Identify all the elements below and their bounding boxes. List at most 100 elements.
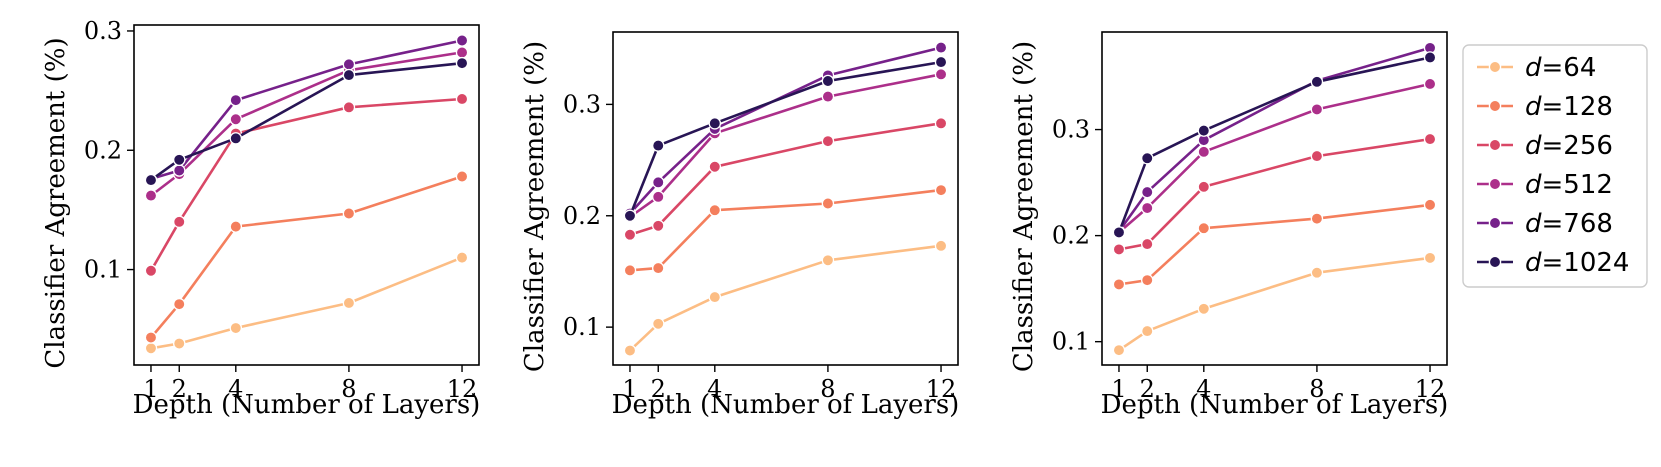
data-point <box>1197 145 1211 159</box>
data-point <box>934 41 948 54</box>
legend-entry: d=128 <box>1477 92 1613 122</box>
x-tick-label: 2 <box>651 375 666 403</box>
x-tick-label: 2 <box>1140 375 1155 403</box>
data-point <box>1197 221 1211 235</box>
data-point <box>1140 324 1154 338</box>
x-tick-label: 1 <box>1111 375 1126 403</box>
legend-variable: d <box>1525 170 1542 200</box>
data-point <box>455 56 469 70</box>
data-point <box>342 68 356 82</box>
data-point <box>1310 212 1324 225</box>
data-point <box>623 344 637 357</box>
series-line <box>629 188 942 272</box>
legend-variable: d <box>1525 92 1542 122</box>
data-point <box>144 342 158 355</box>
legend-marker <box>1488 138 1502 152</box>
series-line <box>1118 137 1431 251</box>
series-line <box>1117 46 1431 233</box>
data-point <box>623 228 637 241</box>
legend-entry: d=768 <box>1477 209 1613 239</box>
data-point <box>821 197 835 210</box>
y-tick-label: 0.1 <box>563 313 601 341</box>
legend-variable: d <box>1525 53 1542 83</box>
data-point <box>229 220 243 233</box>
data-point <box>342 296 356 310</box>
data-point <box>455 46 469 59</box>
series-line <box>150 61 463 182</box>
y-tick-label: 0.2 <box>1052 222 1090 250</box>
data-point <box>1423 77 1437 91</box>
plot-frame <box>133 24 480 366</box>
x-tick-label: 1 <box>622 375 637 403</box>
data-point <box>821 134 835 148</box>
data-point <box>455 34 469 47</box>
data-point <box>821 74 835 88</box>
data-point <box>1423 251 1437 265</box>
legend-value: =128 <box>1542 92 1613 122</box>
data-point <box>1423 132 1437 146</box>
data-point <box>1140 151 1154 165</box>
series-line <box>1118 256 1431 352</box>
data-point <box>1140 185 1154 199</box>
data-point <box>229 132 243 145</box>
x-tick-label: 12 <box>447 375 478 403</box>
data-point <box>172 297 186 311</box>
data-point <box>934 55 948 69</box>
y-axis-label: Classifier Agreement (%) <box>41 37 71 368</box>
series-line <box>629 244 942 352</box>
x-tick-label: 4 <box>1196 375 1211 403</box>
data-point <box>1197 302 1211 316</box>
data-point <box>144 331 158 344</box>
data-point <box>1197 124 1211 137</box>
series-line <box>150 39 463 181</box>
y-axis-label: Classifier Agreement (%) <box>520 41 550 372</box>
chart-panel-1: 1 2 4 8 12 0.1 0.2 0.3 Depth (Number of Layers) C… <box>41 17 480 420</box>
legend-value: =256 <box>1542 131 1613 161</box>
legend-variable: d <box>1525 209 1542 239</box>
x-tick-label: 12 <box>926 375 957 403</box>
legend-marker <box>1488 60 1502 74</box>
legend-marker <box>1488 255 1502 269</box>
data-point <box>708 203 722 217</box>
legend-marker <box>1488 177 1502 191</box>
data-point <box>342 207 356 220</box>
data-point <box>651 176 665 189</box>
data-point <box>1310 103 1324 116</box>
series-line <box>150 51 463 197</box>
x-tick-label: 1 <box>143 375 158 403</box>
legend-label: d=768 <box>1525 209 1613 239</box>
x-tick-label: 8 <box>341 375 356 403</box>
legend-variable: d <box>1525 248 1542 278</box>
legend-entry: d=1024 <box>1477 248 1629 278</box>
data-point <box>651 317 665 331</box>
data-point <box>172 337 186 350</box>
data-point <box>708 160 722 174</box>
data-point <box>144 264 158 278</box>
legend-value: =64 <box>1542 53 1597 83</box>
x-axis-label: Depth (Number of Layers) <box>1101 390 1449 420</box>
data-point <box>1112 243 1126 256</box>
data-point <box>1112 226 1126 239</box>
y-tick-label: 0.3 <box>563 90 601 118</box>
data-point <box>1310 149 1324 163</box>
data-point <box>144 189 158 202</box>
data-point <box>821 254 835 267</box>
data-point <box>651 219 665 233</box>
legend-value: =768 <box>1542 209 1613 239</box>
data-point <box>1310 75 1324 89</box>
data-point <box>708 117 722 130</box>
x-tick-label: 4 <box>707 375 722 403</box>
plot-frame <box>612 31 959 366</box>
legend-variable: d <box>1525 131 1542 161</box>
y-tick-label: 0.1 <box>84 256 122 284</box>
legend-value: =1024 <box>1542 248 1630 278</box>
data-point <box>455 92 469 106</box>
series-line <box>629 122 942 236</box>
legend-value: =512 <box>1542 170 1613 200</box>
data-point <box>455 251 469 264</box>
chart-panel-2: 1 2 4 8 12 0.1 0.2 0.3 Depth (Number of Layers) C… <box>520 31 959 420</box>
data-point <box>229 321 243 335</box>
data-point <box>1112 343 1126 357</box>
data-point <box>229 93 243 107</box>
